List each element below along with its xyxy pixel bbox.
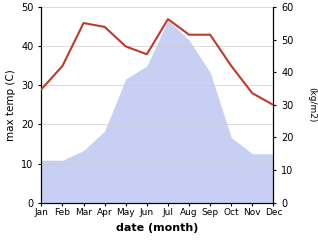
Y-axis label: max temp (C): max temp (C) [6,69,16,141]
Y-axis label: med. precipitation
(kg/m2): med. precipitation (kg/m2) [308,63,318,147]
X-axis label: date (month): date (month) [116,223,199,233]
